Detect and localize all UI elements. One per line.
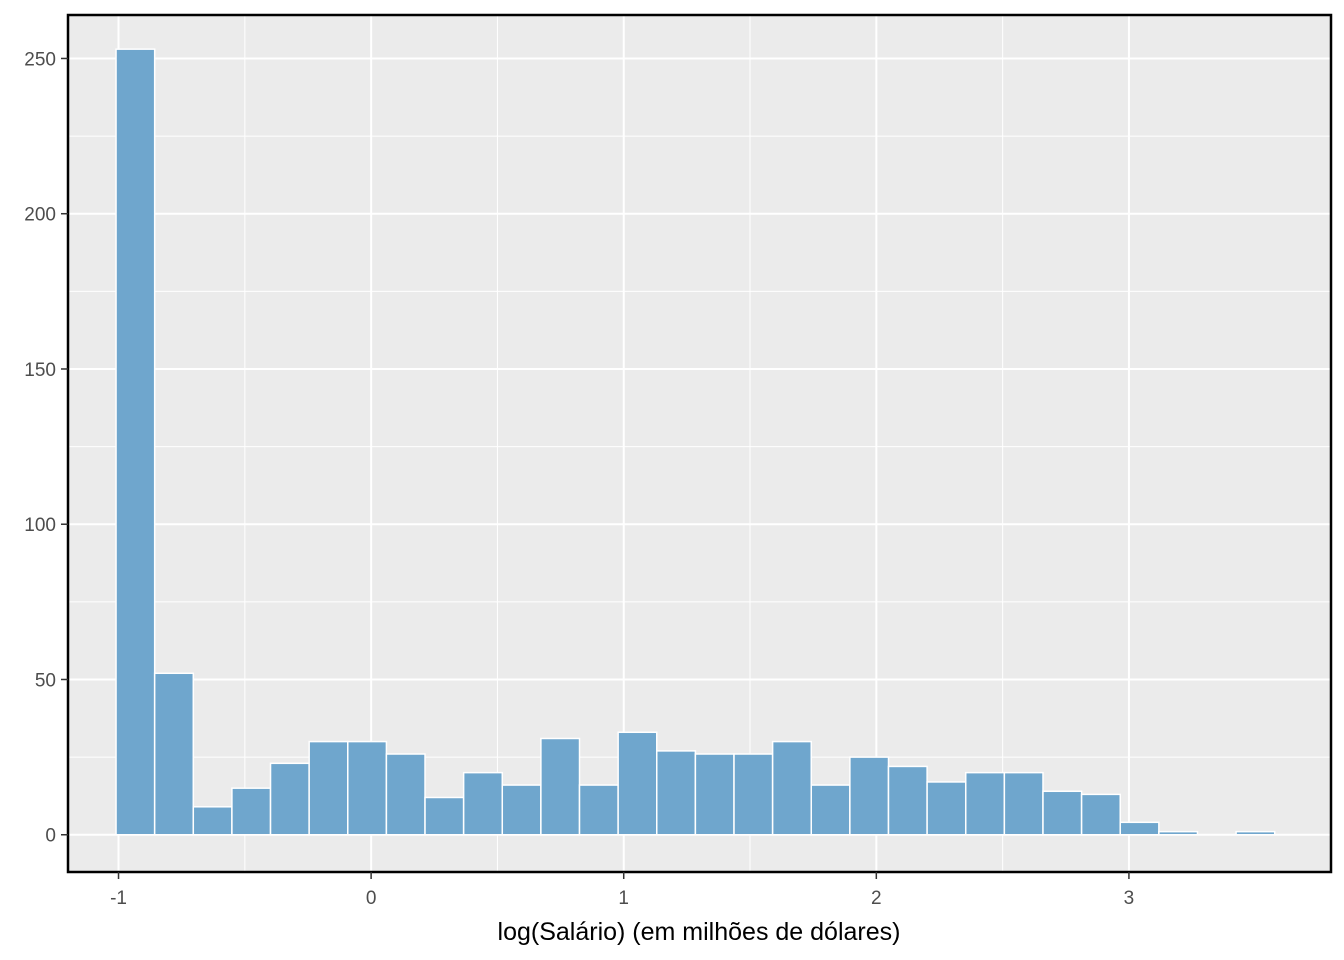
y-tick-label: 200 [24,205,56,226]
plot-panel-background [68,15,1331,872]
histogram-bar [192,806,233,836]
histogram-bar [501,784,542,836]
histogram-bar [771,740,813,836]
histogram-bar [231,787,272,836]
major-gridlines [68,15,1331,872]
histogram-bar [1080,793,1121,836]
histogram-bar [617,731,658,836]
histogram-bar [115,48,156,836]
histogram-bar [733,753,774,836]
histogram-bar [1235,830,1276,836]
histogram-bar [810,784,851,836]
histogram-bar [385,753,426,836]
histogram-bar [1042,790,1083,836]
histogram-bar [1119,821,1160,836]
histogram-bar [540,737,581,836]
x-tick-label: 1 [618,888,629,909]
histogram-bar [424,796,465,836]
x-axis-title: log(Salário) (em milhões de dólares) [498,918,901,946]
histogram-bar [964,771,1006,836]
y-tick-label: 150 [24,360,56,381]
y-axis-ticks: 0 50 100 150 200 250 [24,49,68,847]
histogram-bar [578,784,619,836]
y-tick-label: 50 [35,670,56,691]
x-axis-ticks: -1 0 1 2 3 [110,872,1134,909]
y-tick-label: 250 [24,49,56,70]
histogram-bar [462,771,504,836]
x-tick-label: -1 [110,888,127,909]
plot-panel-border [66,13,1333,874]
histogram-bar [269,762,310,836]
histogram-bar [1158,830,1199,836]
x-tick-label: 3 [1124,888,1135,909]
x-tick-label: 0 [366,888,377,909]
histogram-bar [1003,771,1044,836]
histogram-bar [694,753,735,836]
y-tick-label: 0 [45,826,56,847]
histogram-bar [849,756,890,836]
histogram-bar [153,672,195,836]
histogram-bar [308,740,349,836]
histogram-bar [347,740,388,836]
histogram-bar [926,781,967,836]
histogram-bar [887,765,928,836]
y-tick-label: 100 [24,515,56,536]
histogram-bars [115,48,1276,836]
x-tick-label: 2 [871,888,882,909]
histogram-bar [656,750,697,836]
